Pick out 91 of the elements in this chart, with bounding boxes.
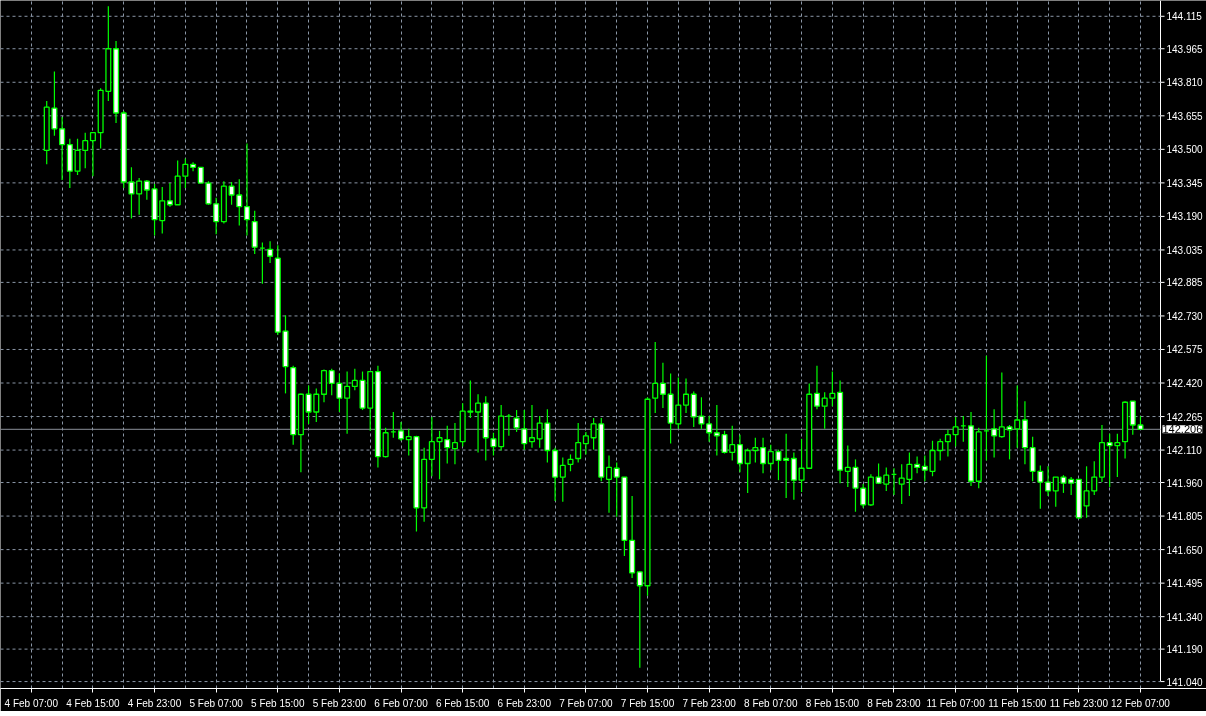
x-tick-label: 6 Feb 07:00 [374,697,429,709]
candlestick [575,422,582,464]
candlestick [559,456,566,503]
y-tick-label: 143.190 [1166,211,1204,223]
y-tick-label: 143.810 [1166,77,1204,89]
y-tick-label: 141.805 [1166,511,1204,523]
candlestick [190,161,197,172]
candlestick [382,427,389,459]
candlestick [944,429,951,458]
candlestick [829,370,836,407]
y-tick-label: 141.340 [1166,611,1204,623]
y-tick-label: 142.730 [1166,310,1204,322]
y-tick-label: 142.265 [1166,411,1204,423]
x-tick-label: 8 Feb 23:00 [867,697,922,709]
x-tick-label: 7 Feb 07:00 [559,697,614,709]
candlestick [821,391,828,430]
candlestick [136,177,143,216]
candlestick [182,157,189,189]
candlestick [682,377,690,414]
candlestick [513,409,520,433]
candlestick [267,240,274,264]
candlestick [605,454,613,514]
candlestick [344,370,351,435]
y-tick-label: 143.345 [1166,177,1204,189]
x-tick-label: 4 Feb 23:00 [127,697,182,709]
candlestick [1045,465,1052,497]
y-tick-label: 142.420 [1166,378,1204,390]
x-tick-label: 8 Feb 15:00 [805,697,860,709]
candlestick [991,408,998,459]
y-tick-label: 143.655 [1166,110,1204,122]
candlestick [397,421,405,442]
candlestick [528,404,536,449]
candlestick [1037,464,1044,510]
y-tick-label: 141.495 [1166,578,1204,590]
y-tick-label: 142.110 [1166,445,1203,457]
candlestick [783,433,790,499]
y-tick-label: 143.500 [1166,144,1204,156]
candlestick [613,461,620,518]
x-tick-label: 7 Feb 23:00 [682,697,737,709]
candlestick [166,182,173,208]
x-tick-label: 4 Feb 15:00 [66,697,121,709]
x-tick-label: 7 Feb 15:00 [620,697,675,709]
y-tick-label: 142.575 [1166,344,1204,356]
candlestick [320,368,328,403]
candlestick [736,434,743,473]
candlestick [914,455,921,474]
y-tick-label: 141.190 [1166,644,1204,656]
x-tick-label: 5 Feb 15:00 [251,697,305,709]
candlestick [228,181,235,206]
candlestick [1091,460,1098,496]
x-tick-label: 5 Feb 07:00 [189,697,244,709]
candlestick [706,415,713,443]
candlestick [659,362,666,409]
x-tick-label: 11 Feb 15:00 [988,697,1047,709]
y-tick-label: 142.885 [1166,277,1204,289]
x-tick-label: 8 Feb 07:00 [744,697,798,709]
candlestick [1029,436,1036,482]
ref-line-label: 142.206 [1162,423,1203,436]
y-tick-label: 143.035 [1166,244,1204,256]
candlestick [451,422,458,465]
candlestick [860,483,867,509]
candlestick [475,393,482,454]
candlestick [652,341,659,414]
y-tick-label: 141.650 [1166,544,1204,556]
x-tick-label: 12 Feb 07:00 [1111,697,1171,709]
candlestick [236,178,243,227]
x-tick-label: 11 Feb 07:00 [926,697,986,709]
candlestick [143,179,150,201]
y-tick-label: 141.040 [1166,676,1204,688]
x-tick-label: 4 Feb 07:00 [4,697,59,709]
x-tick-label: 5 Feb 23:00 [312,697,367,709]
candlestick [521,409,528,451]
y-tick-label: 141.960 [1166,477,1204,489]
candlestick [243,142,251,237]
x-tick-label: 11 Feb 23:00 [1049,697,1109,709]
candlestick [428,416,435,477]
candlestick [582,431,589,455]
y-tick-label: 143.965 [1166,43,1204,55]
x-tick-label: 6 Feb 15:00 [435,697,490,709]
candlestick [952,416,959,448]
y-tick-label: 144.115 [1166,11,1203,23]
candlestick [790,451,797,501]
x-tick-label: 6 Feb 23:00 [497,697,552,709]
candlestick [1083,465,1090,519]
candlestick [1129,400,1136,436]
candlestick [490,432,497,457]
candlestick [760,437,767,474]
candlestick [89,132,96,177]
candlestick [813,365,821,410]
candlestick [59,116,66,181]
candlestick [128,166,135,220]
